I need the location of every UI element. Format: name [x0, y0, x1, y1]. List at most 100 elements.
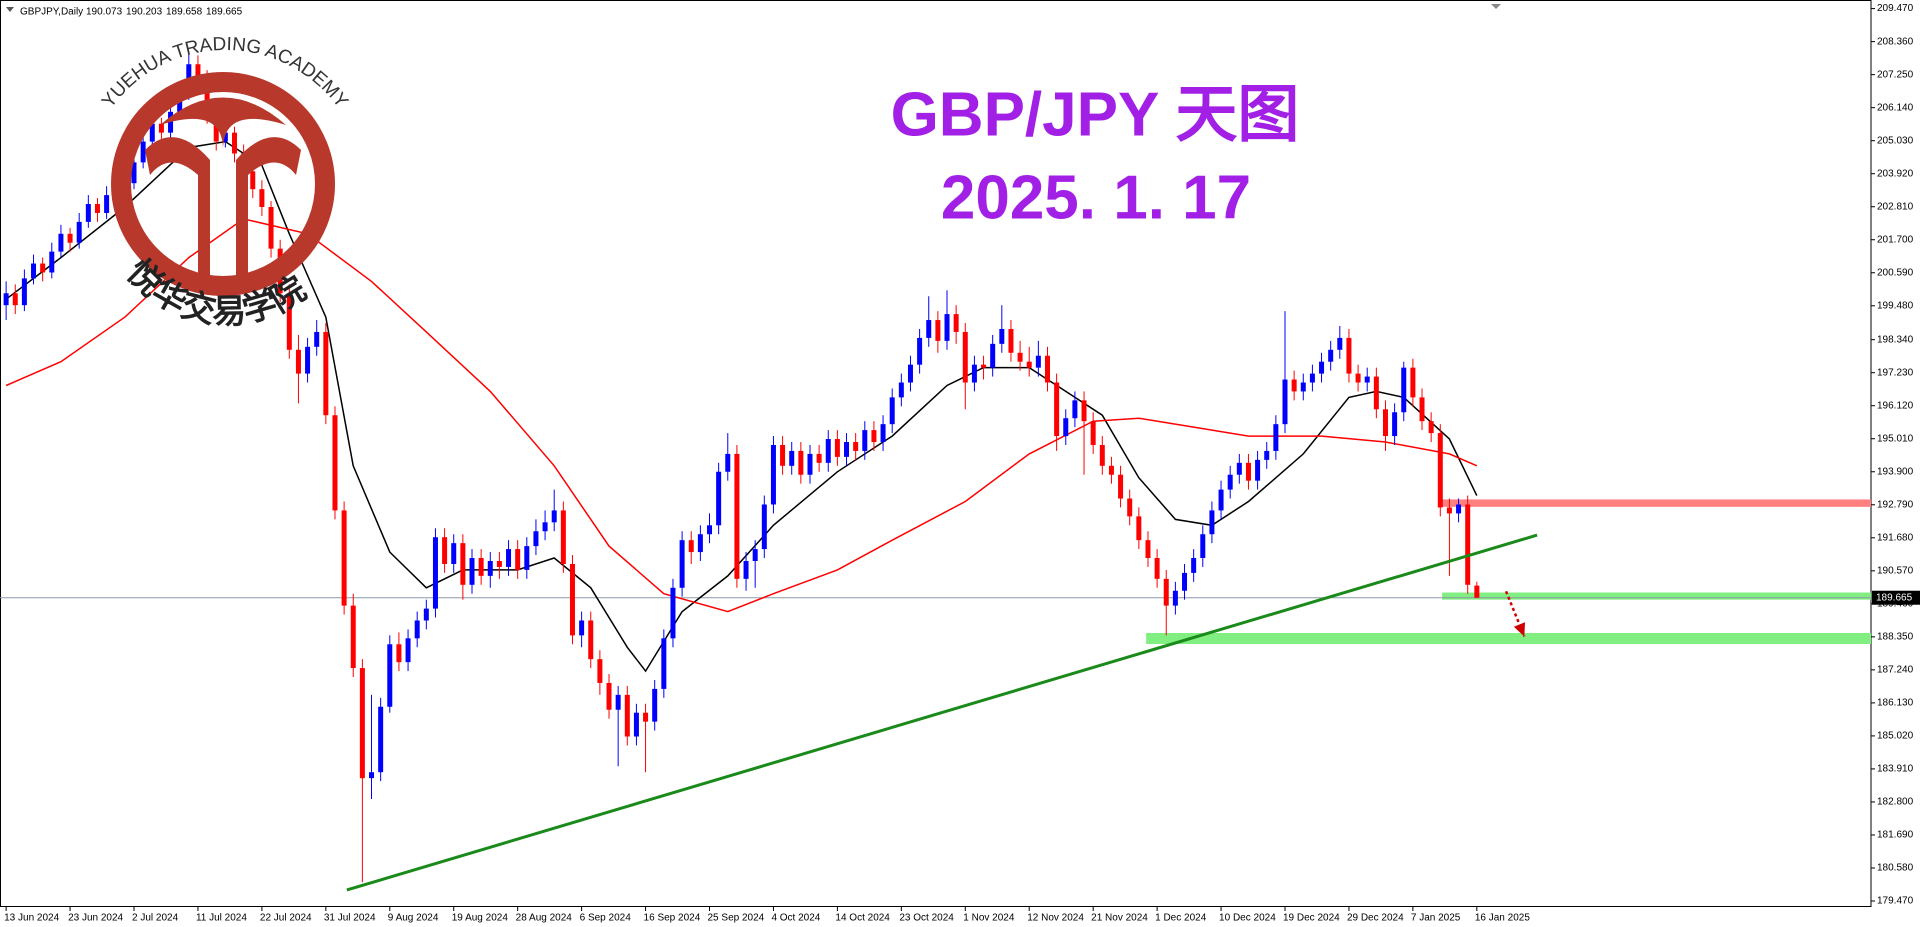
x-tick-label: 23 Oct 2024 — [899, 913, 954, 924]
candle-body — [396, 644, 402, 663]
candle-body — [1026, 361, 1032, 368]
x-tick-label: 19 Aug 2024 — [452, 913, 509, 924]
candle-body — [58, 233, 64, 252]
candle-body — [679, 540, 685, 588]
candle-body — [1108, 465, 1114, 475]
candle-body — [597, 659, 603, 683]
candle-body — [1035, 355, 1041, 368]
candle-body — [40, 263, 46, 273]
candle-body — [1044, 355, 1050, 383]
x-tick-label: 1 Dec 2024 — [1155, 913, 1207, 924]
scroll-marker — [1491, 4, 1501, 9]
candle-body — [588, 620, 594, 660]
candle-body — [1236, 462, 1242, 475]
candle-body — [168, 111, 174, 133]
candle-body — [615, 694, 621, 710]
candle-body — [1081, 400, 1087, 422]
candle-body — [1273, 424, 1279, 451]
candle-body — [1008, 328, 1014, 353]
candle-body — [752, 549, 758, 561]
candle-body — [1200, 534, 1206, 559]
x-tick-label: 19 Dec 2024 — [1283, 913, 1340, 924]
candle-body — [1337, 337, 1343, 350]
candle-body — [926, 320, 932, 338]
candle-body — [3, 293, 9, 306]
candle-body — [359, 668, 365, 779]
y-tick-label: 190.570 — [1877, 565, 1914, 576]
candle-body — [323, 331, 329, 416]
candle-body — [1410, 367, 1416, 398]
candle-body — [889, 397, 895, 425]
candle-body — [460, 543, 466, 585]
candle-body — [652, 688, 658, 722]
y-tick-label: 182.800 — [1877, 797, 1914, 808]
y-tick-label: 195.010 — [1877, 433, 1914, 444]
candle-body — [140, 141, 146, 163]
candle-body — [807, 453, 813, 475]
candle-body — [405, 638, 411, 663]
y-tick-label: 186.130 — [1877, 698, 1914, 709]
candle-body — [1328, 349, 1334, 362]
candle-body — [506, 549, 512, 567]
candle-body — [1346, 337, 1352, 374]
candle-body — [1054, 382, 1060, 437]
candle-body — [442, 537, 448, 564]
y-tick-label: 208.360 — [1877, 36, 1914, 47]
candle-body — [907, 364, 913, 383]
x-tick-label: 1 Nov 2024 — [963, 913, 1015, 924]
candle-body — [286, 293, 292, 350]
x-tick-label: 12 Nov 2024 — [1027, 913, 1084, 924]
candle-body — [798, 450, 804, 475]
candle-body — [643, 712, 649, 722]
candle-body — [369, 772, 375, 779]
candle-body — [1154, 558, 1160, 579]
candle-body — [104, 195, 110, 213]
candle-body — [149, 123, 155, 142]
candle-body — [451, 543, 457, 564]
candle-body — [825, 439, 831, 463]
candle-body — [1419, 397, 1425, 422]
candle-body — [1090, 421, 1096, 445]
candle-body — [953, 314, 959, 332]
candle-body — [1191, 558, 1197, 573]
arrow-shaft — [1504, 590, 1526, 638]
candle-body — [1364, 376, 1370, 383]
candle-body — [1136, 516, 1142, 541]
y-tick-label: 193.900 — [1877, 466, 1914, 477]
candle-body — [94, 204, 100, 213]
candle-body — [1355, 373, 1361, 383]
axis-layer: 209.470 208.360 207.250 206.140 205.030 203.9… — [4, 3, 1920, 924]
candle-body — [222, 132, 228, 142]
x-tick-label: 21 Nov 2024 — [1091, 913, 1148, 924]
candle-body — [962, 331, 968, 383]
candle-body — [12, 293, 18, 306]
x-tick-label: 4 Oct 2024 — [771, 913, 820, 924]
candle-body — [76, 221, 82, 243]
candle-body — [789, 450, 795, 466]
logo-ring — [111, 72, 335, 296]
candle-body — [633, 712, 639, 737]
x-tick-label: 31 Jul 2024 — [324, 913, 376, 924]
x-tick-label: 2 Jul 2024 — [132, 913, 179, 924]
candle-body — [1465, 504, 1471, 585]
candle-body — [981, 364, 987, 368]
menu-icon[interactable] — [6, 7, 14, 12]
moving-average — [5, 218, 1478, 613]
candle-body — [533, 531, 539, 547]
candle-body — [1264, 450, 1270, 460]
y-tick-label: 200.590 — [1877, 267, 1914, 278]
candle-body — [259, 189, 265, 208]
candle-body — [999, 328, 1005, 344]
x-tick-label: 16 Sep 2024 — [644, 913, 701, 924]
candle-body — [1118, 474, 1124, 499]
candle-body — [1319, 361, 1325, 374]
ohlc-close: 189.665 — [206, 7, 243, 18]
y-tick-label: 196.120 — [1877, 400, 1914, 411]
candle-body — [432, 537, 438, 609]
y-tick-label: 198.340 — [1877, 334, 1914, 345]
candle-body — [1163, 578, 1169, 606]
x-tick-label: 22 Jul 2024 — [260, 913, 312, 924]
price-zone — [1442, 499, 1871, 507]
candle-body — [734, 453, 740, 579]
candle-body — [332, 415, 338, 511]
